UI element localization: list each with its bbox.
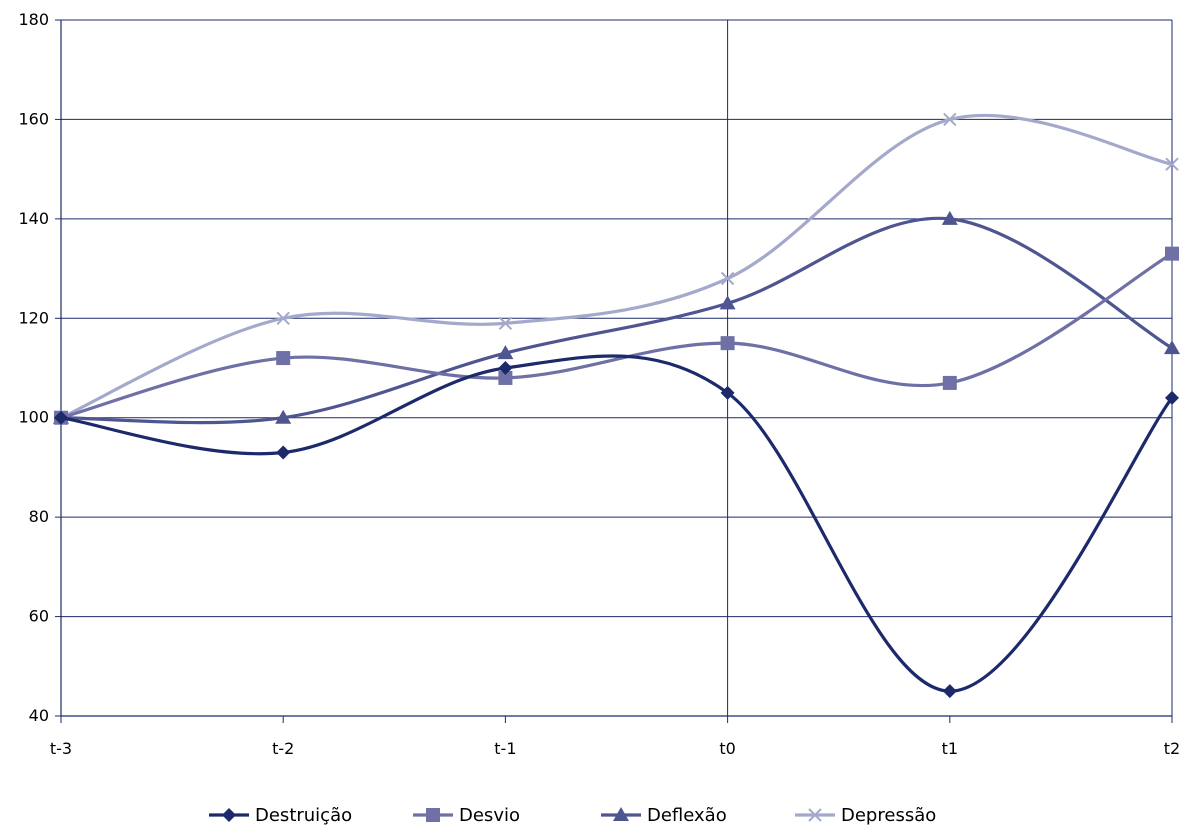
y-tick-label: 140 xyxy=(18,209,49,228)
data-point-triangle xyxy=(1164,340,1180,355)
legend-item-2: Desvio xyxy=(413,805,520,826)
legend-marker xyxy=(613,807,629,821)
x-tick-label: t-2 xyxy=(272,739,294,758)
data-point-triangle xyxy=(275,409,292,424)
y-tick-labels: 40 60 80 100 120 140 160 180 xyxy=(18,10,49,725)
y-tick-label: 80 xyxy=(29,507,49,526)
series-3 xyxy=(53,210,1180,425)
data-point-square xyxy=(1165,246,1179,261)
data-point-x xyxy=(720,271,735,286)
series-4 xyxy=(54,112,1179,425)
data-point-square xyxy=(942,375,957,390)
legend-label: Deflexão xyxy=(647,805,727,826)
marker-stroke xyxy=(1165,157,1179,171)
data-point-diamond xyxy=(942,684,957,699)
marker-stroke xyxy=(943,112,957,127)
data-point-triangle xyxy=(941,210,958,225)
data-point-square xyxy=(720,336,735,351)
legend-item-3: Deflexão xyxy=(601,805,727,826)
y-tick-label: 180 xyxy=(18,10,49,29)
data-point-diamond xyxy=(720,385,735,400)
y-tick-label: 100 xyxy=(18,408,49,427)
x-tick-labels: t-3 t-2 t-1 t0 t1 t2 xyxy=(50,739,1180,758)
data-point-square xyxy=(498,370,513,385)
marker-stroke xyxy=(720,271,735,286)
series-1 xyxy=(54,354,1179,699)
legend-label: Depressão xyxy=(841,805,936,826)
data-point-x xyxy=(943,112,957,127)
legend-marker xyxy=(426,808,440,822)
data-point-diamond xyxy=(1165,390,1179,405)
legend-marker xyxy=(808,808,822,822)
legend-label: Desvio xyxy=(459,805,520,826)
x-tick-label: t0 xyxy=(719,739,735,758)
data-point-x xyxy=(1165,157,1179,171)
data-point-diamond xyxy=(54,410,68,425)
axes xyxy=(55,19,1173,723)
legend: Destruição Desvio Deflexão Depressão xyxy=(209,805,936,826)
series-line xyxy=(59,113,1174,420)
legend-item-1: Destruição xyxy=(209,805,352,826)
data-point-x xyxy=(498,316,513,330)
series-line xyxy=(59,216,1174,425)
marker-stroke xyxy=(498,316,513,330)
x-tick-label: t2 xyxy=(1164,739,1180,758)
marker-stroke xyxy=(276,311,290,325)
data-point-diamond xyxy=(498,361,513,375)
series-line xyxy=(59,354,1174,693)
data-point-triangle xyxy=(719,295,736,310)
x-tick-label: t1 xyxy=(942,739,958,758)
x-tick-label: t-1 xyxy=(494,739,516,758)
data-point-square xyxy=(276,351,291,366)
series-2 xyxy=(54,246,1179,425)
y-tick-label: 120 xyxy=(18,308,49,327)
series-layer xyxy=(53,112,1180,699)
legend-marker xyxy=(222,808,236,822)
x-tick-label: t-3 xyxy=(50,739,72,758)
gridlines xyxy=(61,19,1173,717)
y-tick-label: 160 xyxy=(18,109,49,128)
y-tick-label: 40 xyxy=(29,706,49,725)
legend-label: Destruição xyxy=(255,805,352,826)
data-point-triangle xyxy=(497,345,514,360)
legend-item-4: Depressão xyxy=(795,805,936,826)
marker-stroke xyxy=(808,808,822,822)
data-point-x xyxy=(276,311,290,325)
data-point-diamond xyxy=(276,445,291,460)
y-tick-label: 60 xyxy=(29,607,49,626)
